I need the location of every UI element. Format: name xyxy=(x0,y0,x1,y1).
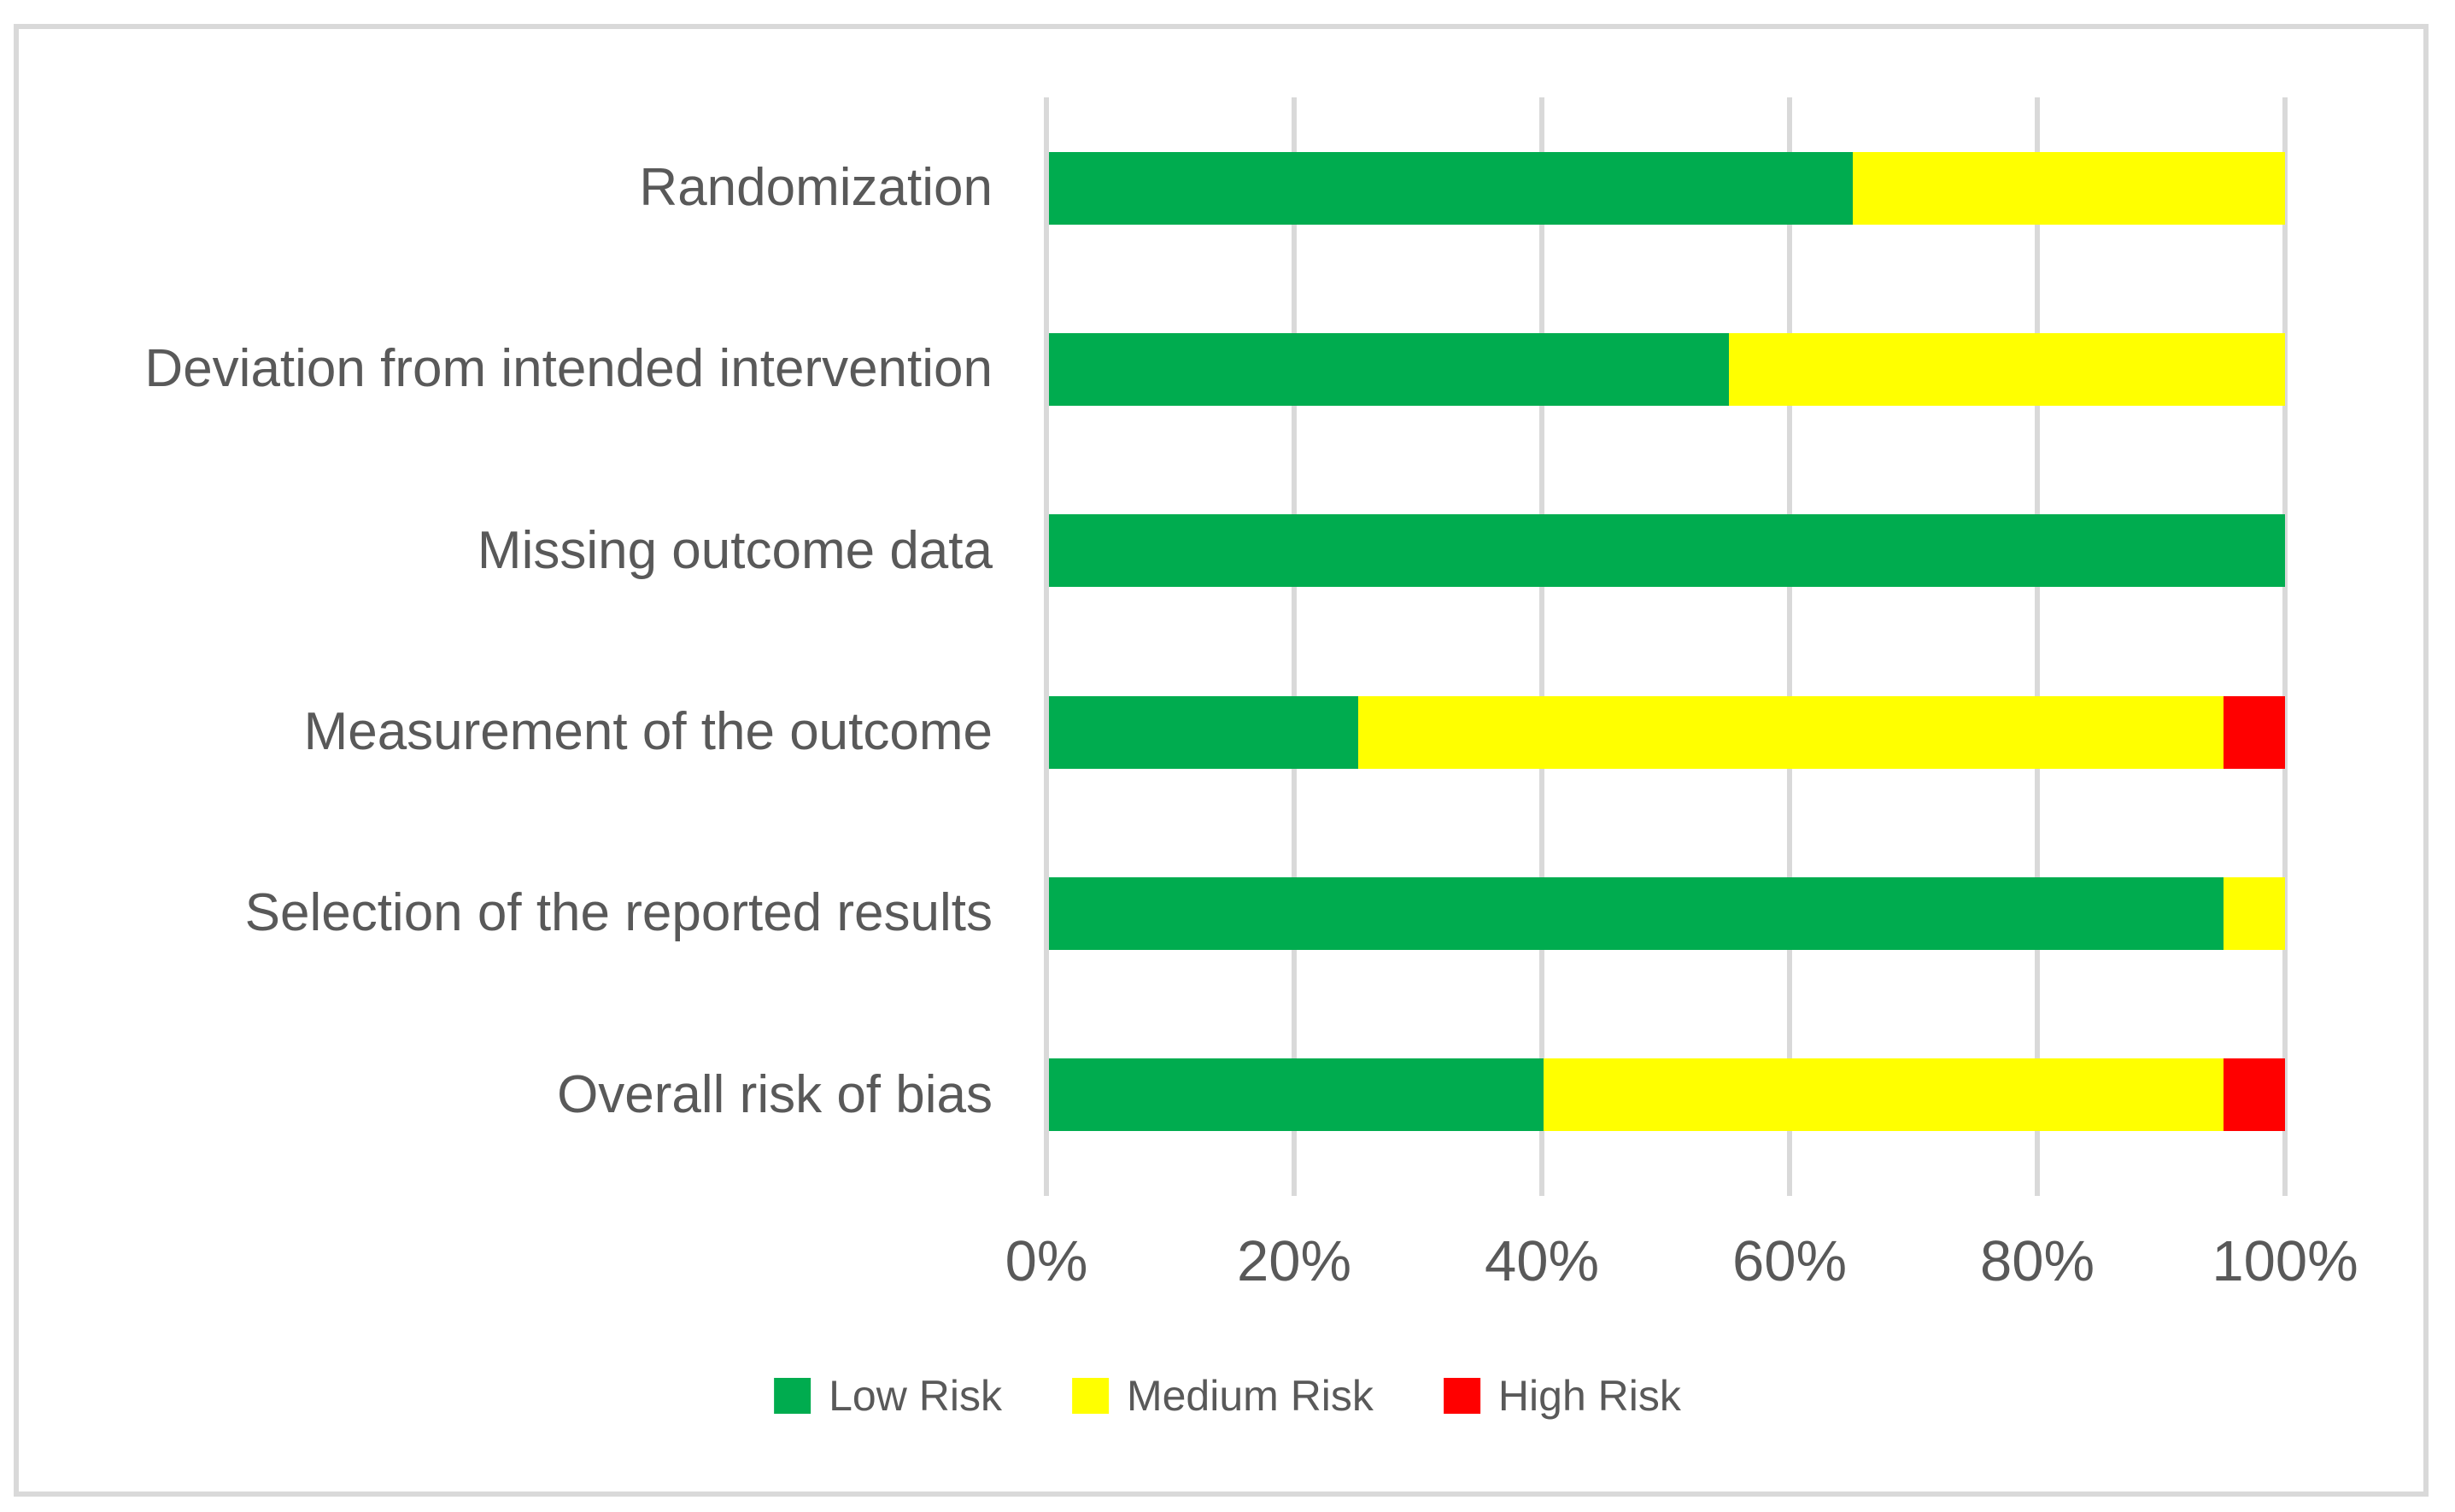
gridline-60 xyxy=(1787,97,1792,1196)
legend-label: Low Risk xyxy=(829,1372,1002,1420)
x-tick-label: 20% xyxy=(1236,1229,1352,1293)
bar-segment-low-risk xyxy=(1049,1058,1544,1132)
gridline-20 xyxy=(1292,97,1297,1196)
legend-label: Medium Risk xyxy=(1126,1372,1374,1420)
gridline-80 xyxy=(2035,97,2040,1196)
bar-measurement-of-the-outcome xyxy=(1049,695,2285,769)
x-tick-label: 60% xyxy=(1731,1229,1848,1293)
category-label: Measurement of the outcome xyxy=(303,702,993,762)
bar-segment-high-risk xyxy=(2223,1058,2285,1132)
bar-randomization xyxy=(1049,151,2285,225)
bar-segment-low-risk xyxy=(1049,151,1853,225)
bar-segment-high-risk xyxy=(2223,695,2285,769)
legend-label: High Risk xyxy=(1497,1372,1681,1420)
bar-segment-medium-risk xyxy=(1357,695,2224,769)
legend-swatch-low-risk-icon xyxy=(774,1378,811,1414)
bar-segment-low-risk xyxy=(1049,695,1358,769)
category-label: Selection of the reported results xyxy=(244,883,993,943)
bar-missing-outcome-data xyxy=(1049,514,2285,588)
legend-item-high-risk: High Risk xyxy=(1443,1370,1681,1421)
bar-segment-medium-risk xyxy=(1543,1058,2224,1132)
category-label: Randomization xyxy=(639,158,993,218)
bar-segment-medium-risk xyxy=(2223,876,2285,950)
legend-swatch-high-risk-icon xyxy=(1443,1378,1480,1414)
bar-segment-low-risk xyxy=(1049,514,2285,588)
legend: Low Risk Medium Risk High Risk xyxy=(774,1370,1681,1421)
gridline-100 xyxy=(2282,97,2288,1196)
bar-segment-medium-risk xyxy=(1852,151,2285,225)
x-tick-label: 0% xyxy=(1005,1229,1088,1293)
bar-segment-medium-risk xyxy=(1728,332,2285,406)
category-label: Missing outcome data xyxy=(477,520,993,580)
gridline-0 xyxy=(1044,97,1049,1196)
gridline-40 xyxy=(1539,97,1544,1196)
bar-segment-low-risk xyxy=(1049,332,1729,406)
x-tick-label: 80% xyxy=(1979,1229,2095,1293)
legend-item-low-risk: Low Risk xyxy=(774,1370,1002,1421)
x-tick-label: 40% xyxy=(1484,1229,1600,1293)
category-label: Overall risk of bias xyxy=(557,1064,993,1124)
bar-segment-low-risk xyxy=(1049,876,2224,950)
category-label: Deviation from intended intervention xyxy=(144,339,993,399)
bar-overall-risk-of-bias xyxy=(1049,1058,2285,1132)
legend-item-medium-risk: Medium Risk xyxy=(1071,1370,1374,1421)
bar-selection-of-the-reported-results xyxy=(1049,876,2285,950)
bar-deviation-from-intended-intervention xyxy=(1049,332,2285,406)
legend-swatch-medium-risk-icon xyxy=(1071,1378,1109,1414)
x-tick-label: 100% xyxy=(2212,1229,2358,1293)
